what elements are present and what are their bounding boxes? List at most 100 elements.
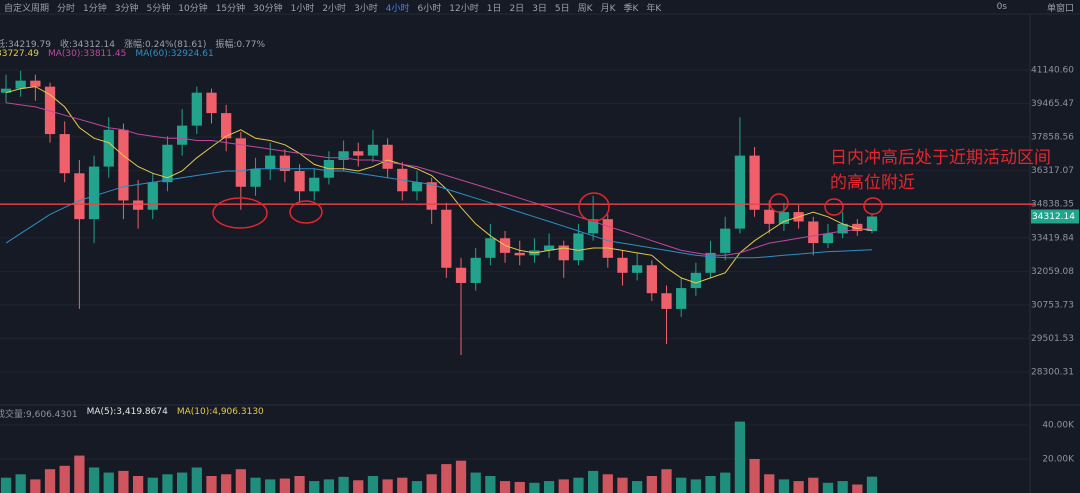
volume-bar xyxy=(470,472,481,493)
candle-body xyxy=(176,125,188,145)
y-tick-label: 32059.08 xyxy=(1031,267,1074,277)
ma-legend: 33727.49 MA(30):33811.45 MA(60):32924.61 xyxy=(0,49,214,59)
volume-bar xyxy=(426,474,437,493)
candle-body xyxy=(132,200,144,210)
candle-body xyxy=(661,293,672,309)
period-tab[interactable]: 4小时 xyxy=(385,3,410,14)
volume-bar xyxy=(74,455,85,493)
period-tab[interactable]: 5日 xyxy=(554,3,570,14)
plot: 41140.60 39465.47 37858.56 36317.07 34838.35… xyxy=(0,65,1079,493)
candle-body xyxy=(558,245,569,261)
volume-bar xyxy=(587,470,599,493)
volume-bar xyxy=(602,474,613,493)
period-tab[interactable]: 2日 xyxy=(509,3,525,14)
volume-legend: 成交量:9,606.4301 MA(5):3,419.8674 MA(10):4,9… xyxy=(0,407,264,420)
volume-bar xyxy=(573,477,584,493)
period-tab[interactable]: 年K xyxy=(646,3,662,14)
candle-body xyxy=(30,80,41,87)
annotation-circles xyxy=(212,192,883,229)
volume-bar xyxy=(558,479,569,493)
info-item: 涨幅:0.24%(81.61) xyxy=(123,40,207,50)
period-tab[interactable]: 5分钟 xyxy=(146,3,171,14)
candle-body xyxy=(309,177,320,192)
candle-body xyxy=(353,151,364,156)
candle-body xyxy=(852,223,863,232)
period-tab[interactable]: 3分钟 xyxy=(114,3,139,14)
ma-legend-item: 33727.49 xyxy=(0,49,39,59)
period-tab[interactable]: 周K xyxy=(577,3,593,14)
period-tab[interactable]: 1小时 xyxy=(290,3,315,14)
volume-bar xyxy=(294,475,305,493)
candle-body xyxy=(632,265,643,273)
candle-body xyxy=(265,155,276,169)
candle-body xyxy=(44,86,56,135)
candle-body xyxy=(191,92,202,126)
y-tick-label: 41140.60 xyxy=(1031,65,1074,75)
period-tab[interactable]: 3小时 xyxy=(354,3,378,14)
volume-bar xyxy=(132,475,144,493)
info-item: 振幅:0.77% xyxy=(215,40,266,50)
period-tab[interactable]: 季K xyxy=(623,3,639,14)
period-tab[interactable]: 10分钟 xyxy=(178,3,208,14)
y-tick-label: 20.00K xyxy=(1042,454,1075,464)
volume-bar xyxy=(852,484,863,493)
period-tab[interactable]: 1日 xyxy=(486,3,502,14)
volume-bar xyxy=(749,458,760,493)
y-tick-label: 39465.47 xyxy=(1031,99,1074,109)
period-tab[interactable]: 分时 xyxy=(57,3,76,14)
period-tab[interactable]: 3日 xyxy=(532,3,547,14)
y-tick-label: 34838.35 xyxy=(1031,200,1074,210)
period-tab[interactable]: 1分钟 xyxy=(83,3,107,14)
ma-line xyxy=(5,168,873,259)
candle-body xyxy=(866,216,878,232)
ma-line xyxy=(5,102,873,256)
period-tab[interactable]: 15分钟 xyxy=(215,3,246,14)
period-tab[interactable]: 自定义周期 xyxy=(4,3,50,14)
annotation-line: 的高位附近 xyxy=(830,173,915,193)
candle-body xyxy=(470,257,481,283)
ma-line xyxy=(5,86,873,284)
volume-bar xyxy=(720,472,731,493)
toolbar-button[interactable]: 0s xyxy=(996,2,1007,12)
circle xyxy=(863,197,883,215)
volume-bar xyxy=(353,480,364,493)
candle-body xyxy=(0,88,12,93)
period-tab[interactable]: 12小时 xyxy=(449,3,479,14)
volume-bar xyxy=(147,477,158,493)
y-tick-label: 40.00K xyxy=(1042,420,1075,430)
volume-bar xyxy=(778,479,790,493)
candle-body xyxy=(514,252,525,256)
candle-body xyxy=(147,182,158,210)
period-tab[interactable]: 6小时 xyxy=(417,3,442,14)
candle-body xyxy=(764,209,775,224)
period-tab[interactable]: 30分钟 xyxy=(253,3,283,14)
candle-body xyxy=(206,92,217,114)
candle-body xyxy=(250,168,261,187)
candle-body xyxy=(749,155,760,210)
period-tab[interactable]: 2小时 xyxy=(322,3,347,14)
candle-body xyxy=(15,80,26,89)
volume-bar xyxy=(676,477,687,493)
toolbar-button[interactable]: 单窗口 xyxy=(1046,3,1074,14)
volume-bar xyxy=(0,477,12,493)
volume-bar xyxy=(176,472,188,493)
volume-bar xyxy=(103,472,114,493)
candle-body xyxy=(294,171,305,192)
volume-bar xyxy=(323,479,335,493)
volume-bar xyxy=(617,477,628,493)
volume-bar xyxy=(514,481,525,493)
volume-bar xyxy=(837,481,848,493)
toolbar: 自定义周期 分时 1分钟 3分钟 5分钟 10分钟 15分钟 30分钟 1小时 2小时 3小时 4小时… xyxy=(0,0,661,14)
volume-bar xyxy=(15,474,26,493)
volume-bar xyxy=(367,475,379,493)
annotation: 日内冲高后处于近期活动区间 的高位附近 xyxy=(830,146,1051,196)
candle-body xyxy=(734,155,746,229)
period-tab[interactable]: 月K xyxy=(600,3,616,14)
info-item: 低:34219.79 xyxy=(0,40,51,50)
volume-bar xyxy=(632,481,643,493)
volume-bar xyxy=(661,469,672,493)
volume-bar xyxy=(279,478,291,493)
circle xyxy=(769,193,789,213)
volume-bar xyxy=(793,481,804,493)
